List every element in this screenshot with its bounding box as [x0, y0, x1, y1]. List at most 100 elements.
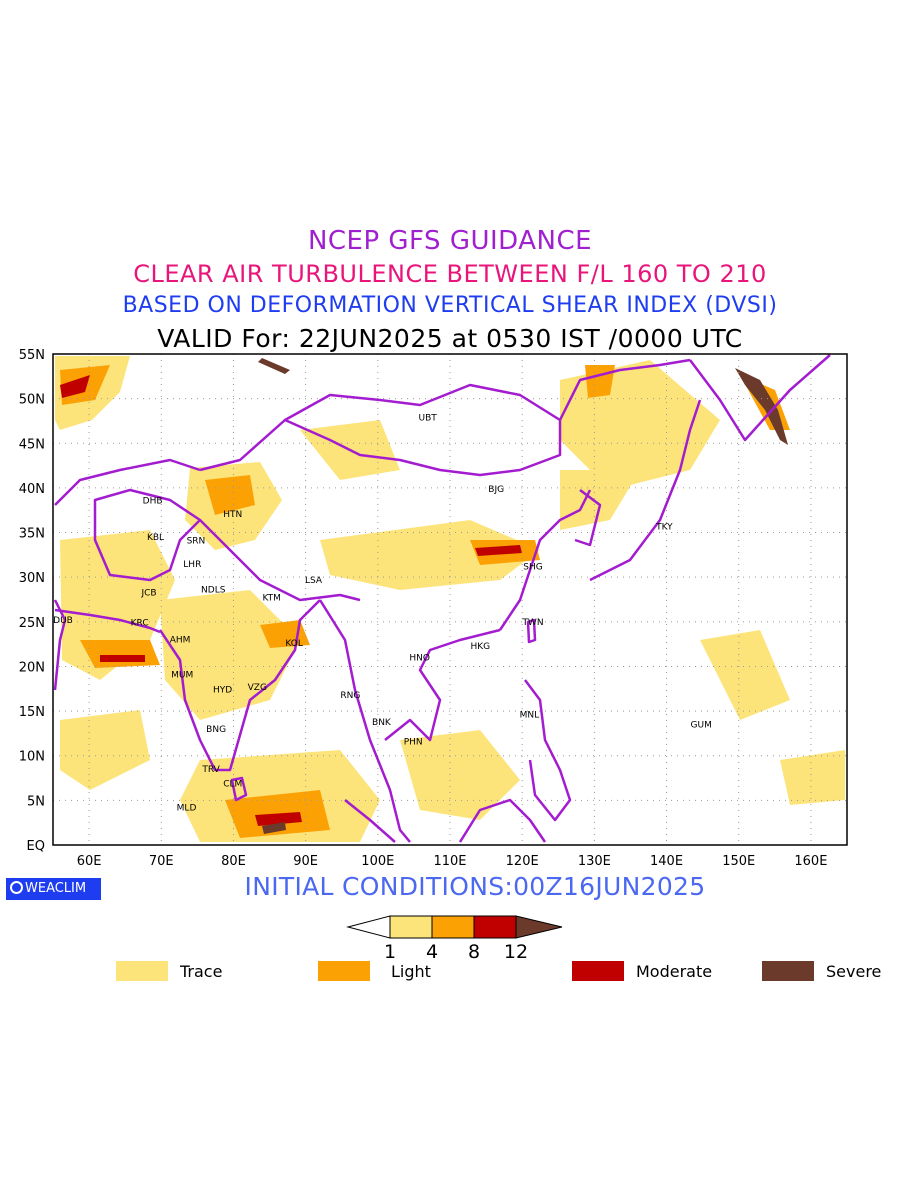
- lon-tick-label: 140E: [650, 854, 683, 865]
- moderate-area: [255, 812, 302, 826]
- colorbar-segment-moderate: [473, 915, 517, 939]
- city-label: HNO: [409, 654, 430, 664]
- city-label: SRN: [187, 537, 206, 547]
- initial-conditions: INITIAL CONDITIONS:00Z16JUN2025: [244, 872, 706, 901]
- weaclim-badge: WEACLIM: [6, 878, 101, 900]
- city-label: TRV: [201, 765, 220, 775]
- trace-area: [320, 520, 540, 590]
- city-label: KBL: [147, 533, 164, 543]
- city-label: BJG: [488, 485, 504, 495]
- city-label: UBT: [418, 413, 437, 423]
- colorbar-under-triangle: [346, 915, 391, 939]
- city-label: GUM: [691, 720, 712, 730]
- trace-area: [780, 750, 845, 805]
- legend-swatch-severe: [762, 961, 814, 981]
- city-label: SHG: [523, 562, 542, 572]
- city-label: CLM: [223, 779, 242, 789]
- lon-tick-label: 120E: [506, 854, 539, 865]
- city-label: RNG: [340, 691, 360, 701]
- lat-tick-label: 10N: [19, 750, 45, 765]
- city-label: LHR: [183, 560, 201, 570]
- city-label: PHN: [404, 737, 423, 747]
- title-line-3: BASED ON DEFORMATION VERTICAL SHEAR INDE…: [122, 293, 778, 318]
- lat-tick-label: 40N: [19, 482, 45, 497]
- lat-tick-label: 15N: [19, 705, 45, 720]
- city-label: NDLS: [201, 586, 226, 596]
- city-label: TKY: [655, 522, 673, 532]
- border-himalaya: [199, 519, 361, 602]
- lat-tick-label: 50N: [19, 393, 45, 408]
- colorbar-tick-label: 4: [426, 941, 438, 962]
- lon-tick-label: 70E: [149, 854, 174, 865]
- colorbar-tick-label: 1: [384, 941, 396, 962]
- valid-time-title: VALID For: 22JUN2025 at 0530 IST /0000 U…: [157, 324, 743, 353]
- colorbar-tick-label: 12: [504, 941, 528, 962]
- moderate-area: [100, 655, 145, 662]
- coastline-china: [498, 489, 592, 631]
- city-label: MUM: [171, 670, 193, 680]
- coastlines-borders: [53, 354, 831, 843]
- border-central-asia: [54, 458, 201, 506]
- city-label: AHM: [170, 636, 191, 646]
- city-label: MLD: [177, 804, 197, 814]
- colorbar-over-triangle: [515, 915, 563, 939]
- legend-label-severe: Severe: [826, 962, 882, 981]
- turbulence-shading: [55, 356, 845, 842]
- light-area: [205, 475, 255, 515]
- lon-tick-label: 90E: [293, 854, 318, 865]
- city-label: KTM: [262, 594, 280, 604]
- coastline-borneo: [458, 798, 547, 843]
- border-afghanistan: [93, 488, 202, 582]
- border-mongolia: [283, 383, 562, 477]
- legend-label-trace: Trace: [180, 962, 223, 981]
- badge-label: WEACLIM: [25, 881, 87, 896]
- turbulence-map: 55N 50N 45N 40N 35N 30N 25N 20N 15N 10N 5N EQ 60E 70…: [19, 348, 848, 865]
- latitude-labels: 55N 50N 45N 40N 35N 30N 25N 20N 15N 10N 5N EQ: [19, 348, 45, 854]
- severe-area: [262, 822, 286, 834]
- legend-swatch-light: [318, 961, 370, 981]
- lat-tick-label: 25N: [19, 616, 45, 631]
- lat-tick-label: 5N: [27, 794, 45, 809]
- city-label: MNL: [520, 711, 540, 721]
- legend-swatch-trace: [116, 961, 168, 981]
- lon-tick-label: 60E: [77, 854, 102, 865]
- colorbar-tick-label: 8: [468, 941, 480, 962]
- coastline-sri-lanka: [230, 776, 248, 802]
- city-label: HKG: [470, 642, 490, 652]
- city-label: VZG: [248, 683, 267, 693]
- title-line-1: NCEP GFS GUIDANCE: [307, 226, 593, 256]
- city-label: BNK: [372, 718, 392, 728]
- legend-label-moderate: Moderate: [636, 962, 713, 981]
- city-label: DHB: [143, 496, 163, 506]
- city-label: BNG: [206, 725, 226, 735]
- lon-tick-label: 80E: [221, 854, 246, 865]
- weaclim-logo-icon: [10, 881, 23, 894]
- lon-tick-label: 100E: [361, 854, 394, 865]
- lon-tick-label: 150E: [722, 854, 755, 865]
- lat-tick-label: 45N: [19, 437, 45, 452]
- city-label: KOL: [285, 639, 303, 649]
- trace-area: [400, 730, 520, 820]
- coastline-philippines: [524, 679, 572, 822]
- lat-tick-label: EQ: [27, 839, 45, 854]
- border-china-west: [199, 419, 286, 472]
- coastline-indochina: [384, 628, 501, 742]
- city-label: KRC: [131, 619, 149, 629]
- moderate-area: [475, 545, 522, 556]
- lat-tick-label: 30N: [19, 571, 45, 586]
- lat-tick-label: 55N: [19, 348, 45, 363]
- lat-lon-grid: [53, 354, 847, 845]
- trace-area: [700, 630, 790, 720]
- coastline-iran-pakistan: [54, 608, 161, 634]
- lon-tick-label: 110E: [433, 854, 466, 865]
- city-label: HTN: [223, 510, 242, 520]
- colorbar-segment-light: [431, 915, 475, 939]
- city-labels: UBT BJG TKY SHG TWN HKG HNO GUM MNL BNK PHN RNG LSA K…: [53, 413, 712, 813]
- severe-area: [258, 358, 290, 374]
- city-label: DUB: [53, 616, 73, 626]
- city-label: TWN: [521, 618, 543, 628]
- coastline-se-asia: [318, 599, 411, 843]
- trace-area: [60, 710, 150, 790]
- city-label: JCB: [140, 588, 156, 598]
- trace-area: [560, 470, 640, 530]
